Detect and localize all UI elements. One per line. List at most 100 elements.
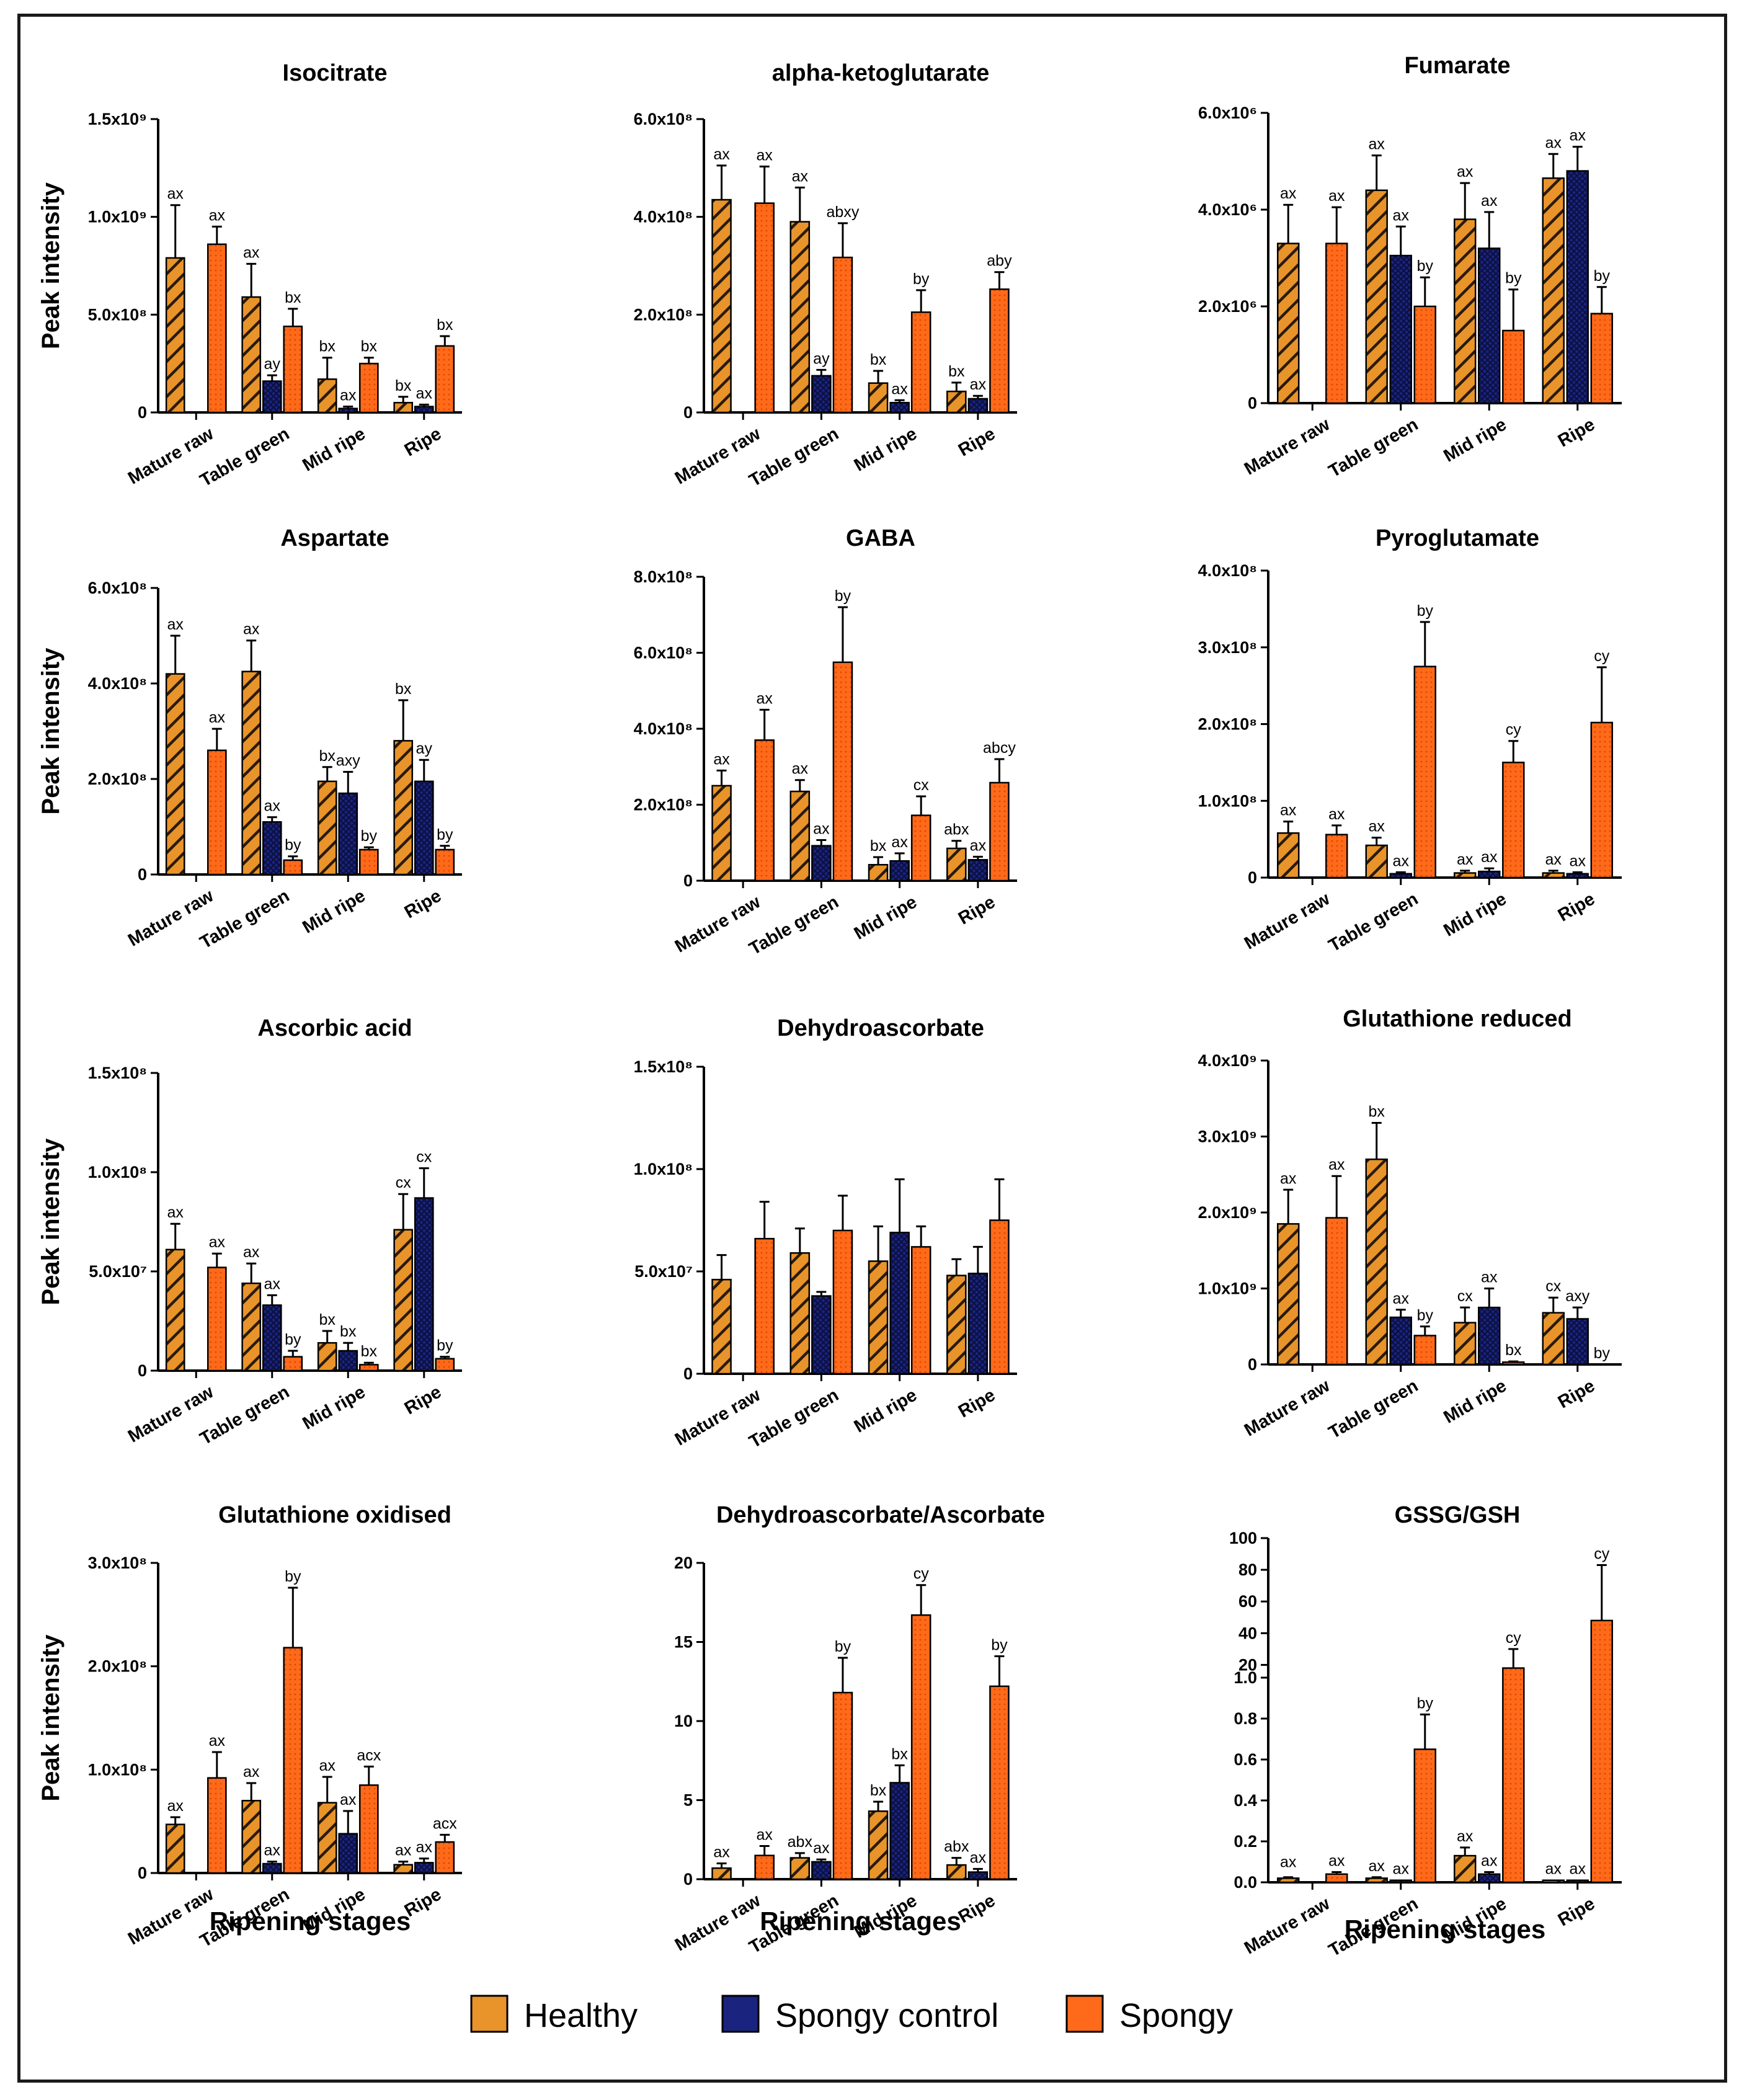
significance-label: ax xyxy=(792,760,809,778)
x-tick-label: Mid ripe xyxy=(851,892,920,943)
bar-healthy-mid-ripe xyxy=(1454,1854,1477,1884)
significance-label: ax xyxy=(395,1842,412,1859)
bar-spongy-mature-raw xyxy=(1325,1873,1348,1884)
bar-spongy-control-ripe xyxy=(967,1871,989,1880)
bar-spongy-control-table-green xyxy=(262,380,282,414)
bar-spongy-mature-raw xyxy=(207,1777,227,1874)
x-tick-label: Ripe xyxy=(401,424,445,460)
bar-healthy-ripe xyxy=(1542,1879,1565,1884)
y-tick-label: 2.0x10⁸ xyxy=(1198,715,1257,734)
significance-label: ax xyxy=(756,690,773,707)
significance-label: bx xyxy=(319,747,336,765)
y-axis-label: Peak intensity xyxy=(37,647,64,815)
y-tick-label: 0.8 xyxy=(1234,1709,1257,1728)
bar-spongy-control-ripe xyxy=(414,1862,434,1874)
legend-swatch-healthy xyxy=(470,1995,509,2033)
bar-spongy-control-table-green xyxy=(811,845,832,882)
panel-isocitrate: Isocitrate Peak intensity 0 5.0x10⁸ 1.0x10⁹ 1… xyxy=(37,60,462,491)
y-tick-label: 4.0x10⁸ xyxy=(1198,561,1257,580)
bar-healthy-mid-ripe xyxy=(1454,218,1477,404)
bar-spongy-table-green xyxy=(283,1647,303,1874)
y-tick-label: 4.0x10⁹ xyxy=(1198,1051,1257,1070)
x-axis-label: Ripening stages xyxy=(210,1906,411,1936)
bar-spongy-control-ripe xyxy=(1566,873,1589,879)
significance-label: ax xyxy=(1328,187,1345,205)
bar-spongy-table-green xyxy=(1413,305,1436,404)
x-tick-label: Mid ripe xyxy=(299,1382,368,1433)
significance-label: ax xyxy=(1369,136,1385,153)
bar-healthy-ripe xyxy=(946,1864,967,1880)
bar-healthy-table-green xyxy=(241,670,262,876)
significance-label: bx xyxy=(319,1311,336,1328)
bar-spongy-mid-ripe xyxy=(358,848,379,876)
y-tick-label: 6.0x10⁸ xyxy=(634,110,693,128)
y-tick-label: 20 xyxy=(1238,1655,1257,1674)
bar-healthy-mature-raw xyxy=(1277,832,1300,879)
y-tick-label: 1.0x10⁸ xyxy=(88,1163,147,1181)
significance-label: ax xyxy=(1570,1861,1586,1878)
bar-healthy-ripe xyxy=(393,401,414,414)
y-tick-label: 1.0x10⁸ xyxy=(1198,791,1257,810)
bar-healthy-ripe xyxy=(946,847,967,882)
bar-spongy-mid-ripe xyxy=(910,1614,931,1880)
panel-title: GSSG/GSH xyxy=(1395,1502,1521,1528)
significance-label: cy xyxy=(1594,647,1610,665)
bar-spongy-mid-ripe xyxy=(1502,329,1525,404)
bar-spongy-control-ripe xyxy=(1566,1318,1589,1366)
significance-label: bx xyxy=(1369,1103,1385,1120)
x-tick-label: Table green xyxy=(1325,1376,1421,1443)
bar-spongy-control-mid-ripe xyxy=(338,1350,358,1372)
significance-label: by xyxy=(1594,1345,1611,1362)
significance-label: ax xyxy=(792,167,809,185)
y-tick-label: 0 xyxy=(138,1361,147,1380)
y-tick-label: 0 xyxy=(683,871,693,890)
panel-title: GABA xyxy=(846,525,915,551)
significance-label: cy xyxy=(914,1565,930,1583)
y-tick-label: 1.0x10⁹ xyxy=(1198,1279,1257,1298)
significance-label: abx xyxy=(944,821,969,839)
significance-label: ax xyxy=(713,146,730,163)
significance-label: bx xyxy=(870,351,887,368)
significance-label: ax xyxy=(970,376,987,393)
bar-healthy-ripe xyxy=(393,1229,414,1372)
x-tick-label: Ripe xyxy=(401,886,445,922)
panel-title: Glutathione oxidised xyxy=(218,1502,451,1528)
x-tick-label: Table green xyxy=(746,892,842,959)
significance-label: ax xyxy=(264,1842,281,1859)
significance-label: abcy xyxy=(983,739,1016,757)
x-tick-label: Ripe xyxy=(955,1890,998,1927)
significance-label: aby xyxy=(987,252,1012,270)
significance-label: cy xyxy=(1594,1545,1610,1562)
bar-spongy-mature-raw xyxy=(1325,834,1348,879)
significance-label: cx xyxy=(1457,1288,1474,1305)
bar-spongy-table-green xyxy=(283,859,303,876)
panel-title: Dehydroascorbate xyxy=(777,1015,984,1041)
panel-title: Ascorbic acid xyxy=(257,1015,412,1041)
panel-pyroglutamate: Pyroglutamate 0 1.0x10⁸ 2.0x10⁸ 3.0x10⁸ 4.0x1… xyxy=(1198,525,1622,956)
significance-label: acx xyxy=(433,1815,457,1832)
significance-label: ax xyxy=(891,380,908,398)
bar-spongy-table-green xyxy=(283,326,303,414)
bar-spongy-mature-raw xyxy=(207,1266,227,1372)
bar-spongy-table-green xyxy=(832,1691,853,1880)
bar-healthy-table-green xyxy=(789,1252,811,1375)
bar-spongy-ripe xyxy=(435,1841,455,1874)
panel-title: Dehydroascorbate/Ascorbate xyxy=(716,1502,1045,1528)
significance-label: ax xyxy=(813,1840,830,1857)
bar-spongy-ripe xyxy=(989,1685,1010,1880)
bar-spongy-mid-ripe xyxy=(358,1784,379,1874)
significance-label: bx xyxy=(948,363,965,380)
bar-spongy-table-green xyxy=(832,1229,853,1375)
y-tick-label: 0 xyxy=(138,403,147,422)
bar-spongy-table-green xyxy=(283,1356,303,1372)
x-tick-label: Mid ripe xyxy=(1440,1376,1509,1427)
y-tick-label: 1.0x10⁸ xyxy=(88,1760,147,1779)
significance-label: ax xyxy=(756,1826,773,1843)
significance-label: ax xyxy=(1328,806,1345,823)
significance-label: by xyxy=(1505,270,1522,287)
significance-label: ax xyxy=(756,146,773,164)
panel-gaba: GABA02.0x10⁸4.0x10⁸6.0x10⁸8.0x10⁸Mature … xyxy=(634,525,1017,959)
bar-spongy-table-green xyxy=(832,661,853,882)
bar-healthy-ripe xyxy=(946,390,967,414)
significance-label: ax xyxy=(167,1797,184,1815)
